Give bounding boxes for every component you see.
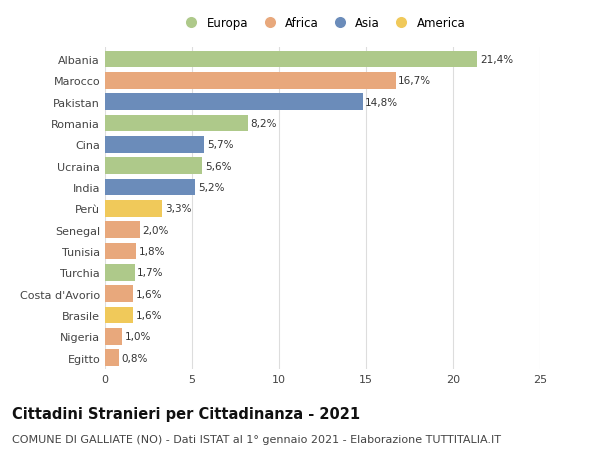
Text: 5,7%: 5,7% [207, 140, 233, 150]
Bar [105, 264, 134, 281]
Text: 5,6%: 5,6% [205, 161, 232, 171]
Bar [105, 222, 140, 238]
Bar [105, 158, 202, 174]
Text: COMUNE DI GALLIATE (NO) - Dati ISTAT al 1° gennaio 2021 - Elaborazione TUTTITALI: COMUNE DI GALLIATE (NO) - Dati ISTAT al … [12, 434, 501, 444]
Bar [105, 201, 163, 217]
Text: 1,6%: 1,6% [136, 310, 162, 320]
Bar [105, 51, 478, 68]
Text: 1,0%: 1,0% [125, 331, 151, 341]
Legend: Europa, Africa, Asia, America: Europa, Africa, Asia, America [175, 12, 470, 35]
Text: 5,2%: 5,2% [198, 183, 224, 193]
Text: 3,3%: 3,3% [165, 204, 191, 214]
Text: 16,7%: 16,7% [398, 76, 431, 86]
Text: Cittadini Stranieri per Cittadinanza - 2021: Cittadini Stranieri per Cittadinanza - 2… [12, 406, 360, 421]
Bar [105, 137, 204, 153]
Text: 1,8%: 1,8% [139, 246, 166, 257]
Text: 1,6%: 1,6% [136, 289, 162, 299]
Bar [105, 94, 362, 111]
Bar [105, 285, 133, 302]
Bar [105, 179, 196, 196]
Bar [105, 115, 248, 132]
Text: 21,4%: 21,4% [480, 55, 513, 65]
Bar [105, 73, 395, 90]
Text: 2,0%: 2,0% [142, 225, 169, 235]
Text: 1,7%: 1,7% [137, 268, 164, 278]
Text: 8,2%: 8,2% [250, 119, 277, 129]
Text: 0,8%: 0,8% [122, 353, 148, 363]
Bar [105, 328, 122, 345]
Bar [105, 307, 133, 324]
Bar [105, 243, 136, 260]
Bar [105, 349, 119, 366]
Text: 14,8%: 14,8% [365, 97, 398, 107]
